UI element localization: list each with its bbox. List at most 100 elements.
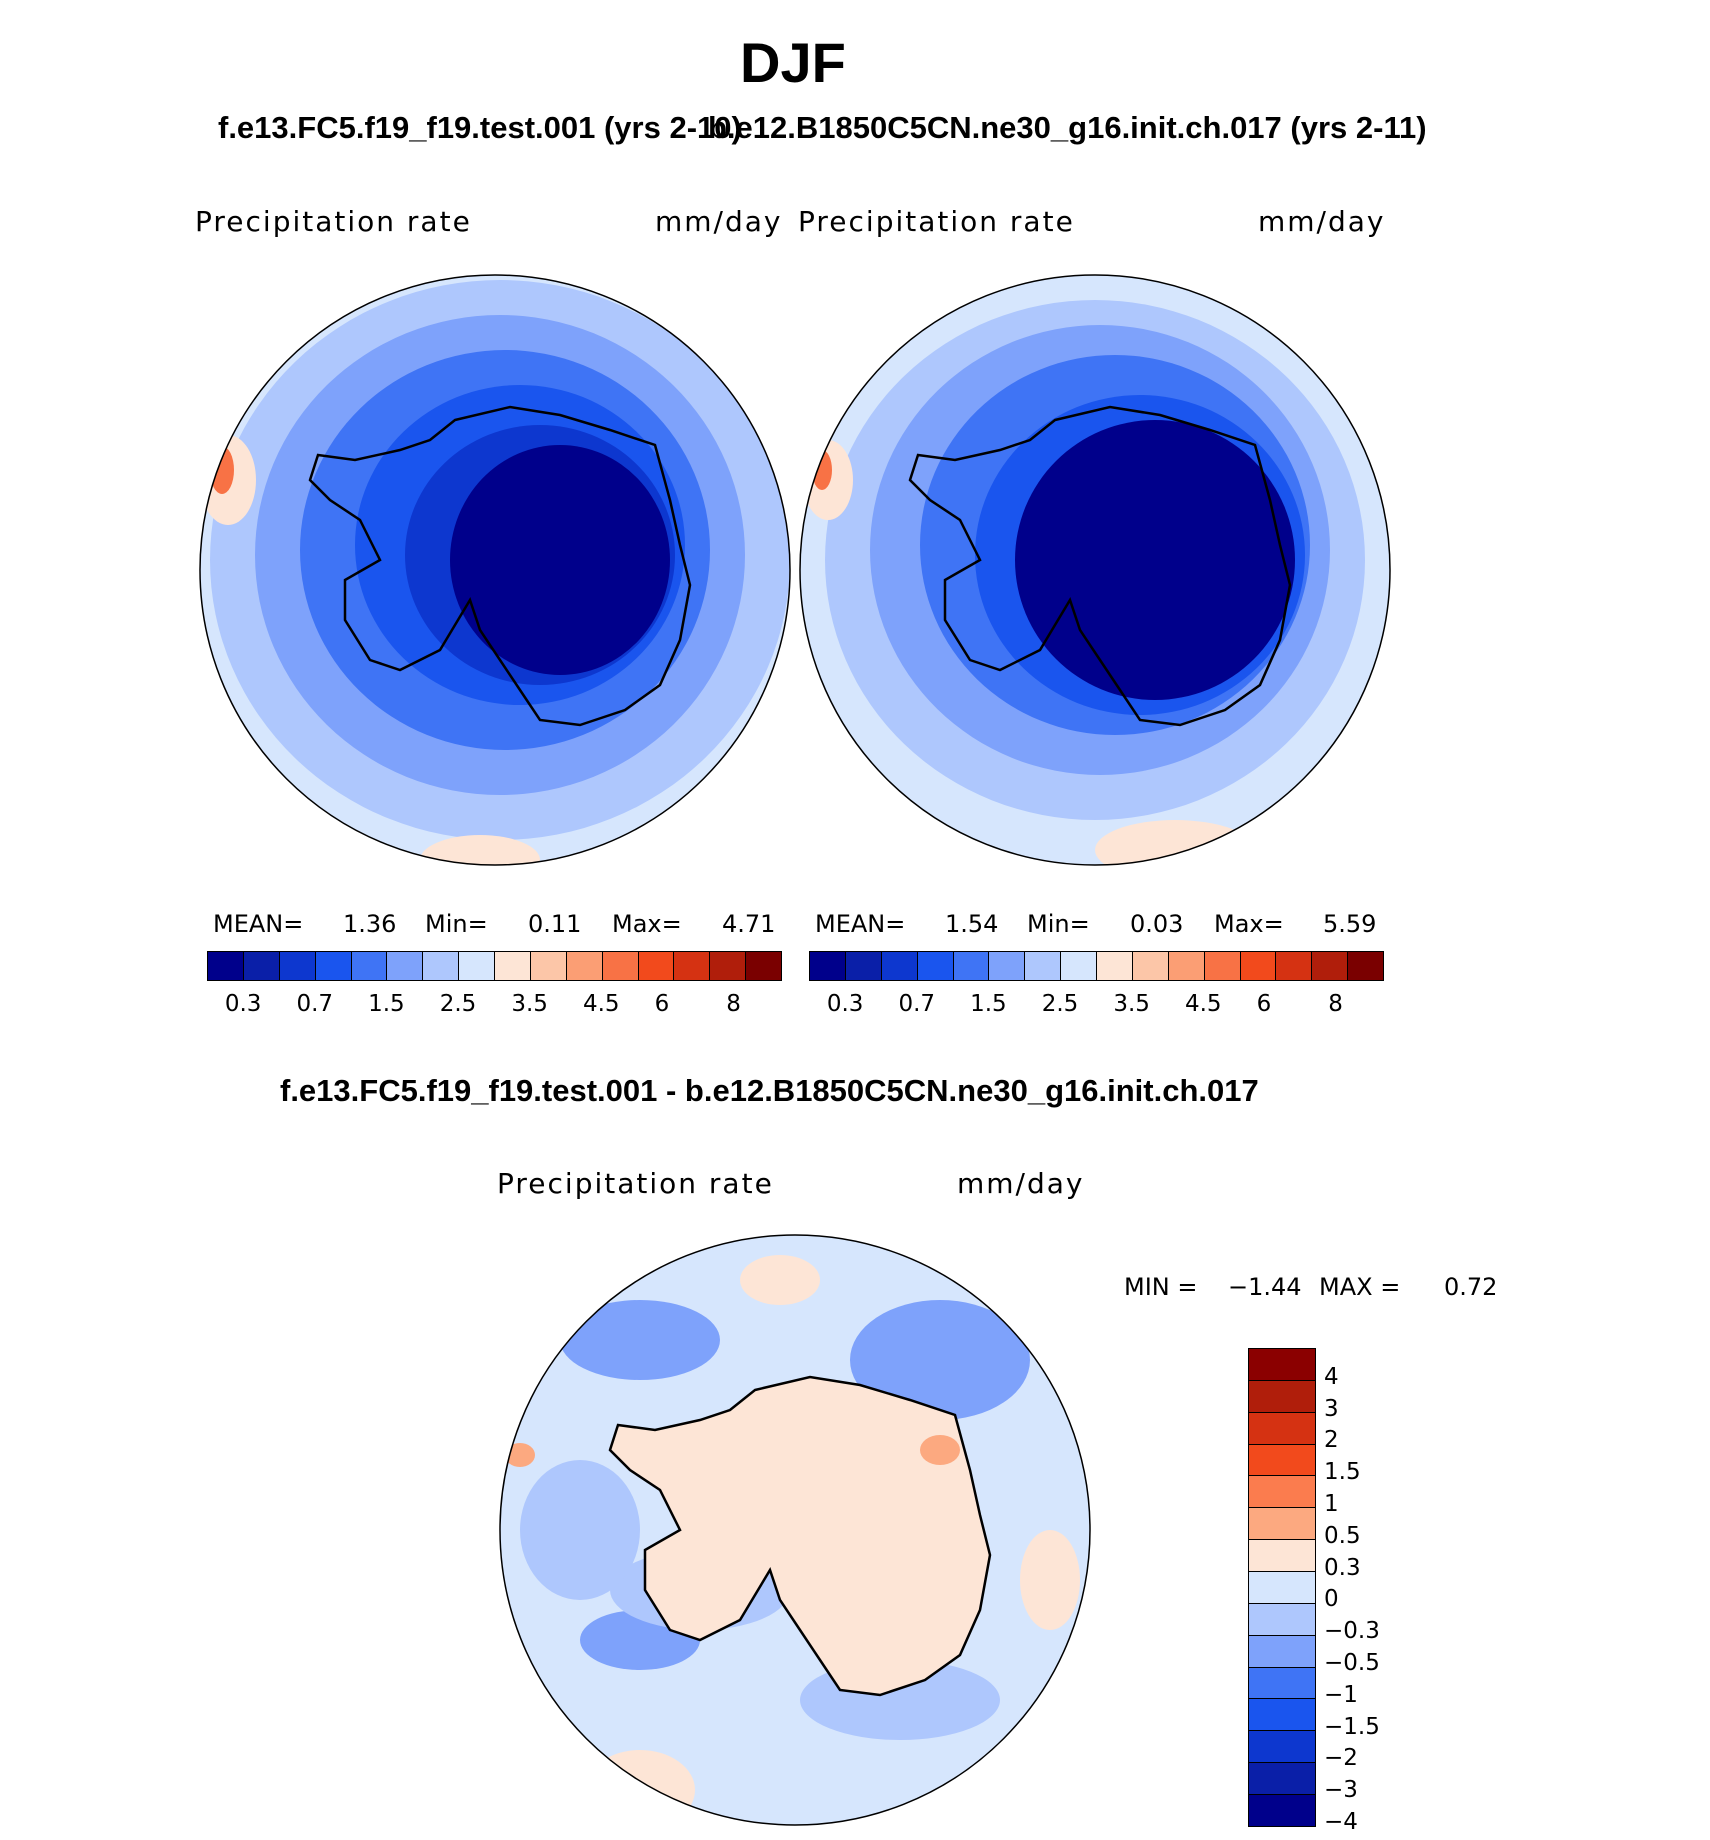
colorbar-swatch	[1204, 952, 1241, 980]
panel3-colorbar	[1248, 1348, 1316, 1827]
panel2-max-label: Max=	[1214, 910, 1284, 938]
panel2-min-value: 0.03	[1130, 910, 1184, 938]
panel1-coastline	[308, 405, 692, 727]
panel2-mean-value: 1.54	[945, 910, 999, 938]
colorbar-swatch	[1276, 952, 1313, 980]
colorbar-tick-label: −0.3	[1324, 1618, 1380, 1645]
panel2-min-label: Min=	[1027, 910, 1090, 938]
colorbar-swatch	[602, 952, 639, 980]
colorbar-swatch	[1249, 1444, 1315, 1477]
colorbar-swatch	[1249, 1572, 1315, 1604]
panel1-variable: Precipitation rate	[195, 205, 472, 238]
colorbar-swatch	[566, 952, 603, 980]
colorbar-swatch	[810, 952, 846, 980]
panel2-coastline	[908, 405, 1292, 727]
colorbar-tick-label: −1	[1324, 1681, 1358, 1708]
colorbar-swatch	[1249, 1476, 1315, 1509]
colorbar-tick-label: 4.5	[582, 991, 620, 1017]
colorbar-tick-label: −4	[1324, 1809, 1358, 1835]
panel1-max-label: Max=	[612, 910, 682, 938]
colorbar-swatch	[953, 952, 990, 980]
colorbar-swatch	[1249, 1412, 1315, 1445]
panel2-case-title: b.e12.B1850C5CN.ne30_g16.init.ch.017 (yr…	[708, 110, 1427, 145]
colorbar-swatch	[1249, 1731, 1315, 1764]
colorbar-swatch	[1312, 952, 1349, 980]
colorbar-tick-label: 2	[1324, 1427, 1339, 1454]
colorbar-swatch	[674, 952, 711, 980]
panel1-min-value: 0.11	[528, 910, 582, 938]
panel2-max-value: 5.59	[1323, 910, 1377, 938]
panel3-min-label: MIN =	[1124, 1273, 1198, 1301]
colorbar-swatch	[1168, 952, 1205, 980]
panel3-map	[499, 1234, 1091, 1826]
colorbar-swatch	[1061, 952, 1097, 980]
colorbar-tick-label: 4.5	[1184, 991, 1222, 1017]
colorbar-swatch	[1249, 1380, 1315, 1413]
colorbar-swatch	[459, 952, 495, 980]
panel1-map	[199, 274, 791, 866]
colorbar-swatch	[1249, 1540, 1315, 1573]
colorbar-tick-label: 0.7	[296, 991, 334, 1017]
panel3-coastline	[608, 1375, 992, 1697]
colorbar-swatch	[1249, 1699, 1315, 1732]
colorbar-swatch	[208, 952, 244, 980]
figure-title: DJF	[740, 31, 846, 94]
colorbar-tick-label: −2	[1324, 1745, 1358, 1772]
colorbar-tick-label: 1.5	[368, 991, 405, 1017]
colorbar-swatch	[387, 952, 424, 980]
colorbar-tick-label: 0	[1324, 1586, 1339, 1613]
colorbar-tick-label: 6	[1256, 991, 1272, 1017]
colorbar-swatch	[746, 952, 781, 980]
colorbar-swatch	[1249, 1349, 1315, 1381]
panel2-colorbar	[809, 951, 1384, 981]
colorbar-swatch	[989, 952, 1026, 980]
colorbar-tick-label: −3	[1324, 1777, 1358, 1804]
panel1-case-title: f.e13.FC5.f19_f19.test.001 (yrs 2-10)	[218, 110, 742, 145]
panel3-max-value: 0.72	[1444, 1273, 1498, 1301]
colorbar-swatch	[917, 952, 954, 980]
colorbar-swatch	[638, 952, 675, 980]
colorbar-tick-label: 0.3	[1324, 1554, 1361, 1581]
colorbar-tick-label: −0.5	[1324, 1650, 1380, 1676]
colorbar-swatch	[710, 952, 747, 980]
colorbar-swatch	[315, 952, 352, 980]
panel1-units: mm/day	[655, 205, 783, 238]
colorbar-swatch	[1132, 952, 1169, 980]
colorbar-tick-label: 3	[1324, 1395, 1339, 1422]
colorbar-tick-label: 0.7	[898, 991, 936, 1017]
panel3-min-value: −1.44	[1228, 1273, 1302, 1301]
colorbar-swatch	[881, 952, 918, 980]
colorbar-tick-label: 1.5	[1324, 1459, 1361, 1486]
colorbar-swatch	[1097, 952, 1133, 980]
colorbar-tick-label: 2.5	[1041, 991, 1079, 1017]
colorbar-tick-label: 8	[1328, 991, 1343, 1017]
colorbar-tick-label: 8	[726, 991, 741, 1017]
colorbar-swatch	[423, 952, 460, 980]
panel2-map	[799, 274, 1391, 866]
panel1-min-label: Min=	[425, 910, 488, 938]
panel3-units: mm/day	[957, 1167, 1085, 1200]
panel3-case-title: f.e13.FC5.f19_f19.test.001 - b.e12.B1850…	[280, 1073, 1259, 1108]
panel2-mean-label: MEAN=	[815, 910, 906, 938]
panel3-variable: Precipitation rate	[497, 1167, 774, 1200]
colorbar-tick-label: 3.5	[511, 991, 548, 1017]
colorbar-swatch	[1249, 1667, 1315, 1700]
colorbar-swatch	[1249, 1508, 1315, 1541]
colorbar-tick-label: 3.5	[1113, 991, 1150, 1017]
colorbar-swatch	[243, 952, 280, 980]
colorbar-swatch	[1025, 952, 1062, 980]
colorbar-tick-label: 2.5	[439, 991, 477, 1017]
colorbar-swatch	[1249, 1763, 1315, 1796]
colorbar-tick-label: −1.5	[1324, 1713, 1380, 1740]
colorbar-swatch	[1240, 952, 1277, 980]
panel1-colorbar	[207, 951, 782, 981]
colorbar-swatch	[1249, 1603, 1315, 1636]
panel1-max-value: 4.71	[722, 910, 776, 938]
colorbar-swatch	[495, 952, 531, 980]
colorbar-tick-label: 6	[654, 991, 670, 1017]
colorbar-swatch	[279, 952, 316, 980]
colorbar-swatch	[1249, 1635, 1315, 1668]
colorbar-swatch	[845, 952, 882, 980]
colorbar-tick-label: 1.5	[970, 991, 1007, 1017]
